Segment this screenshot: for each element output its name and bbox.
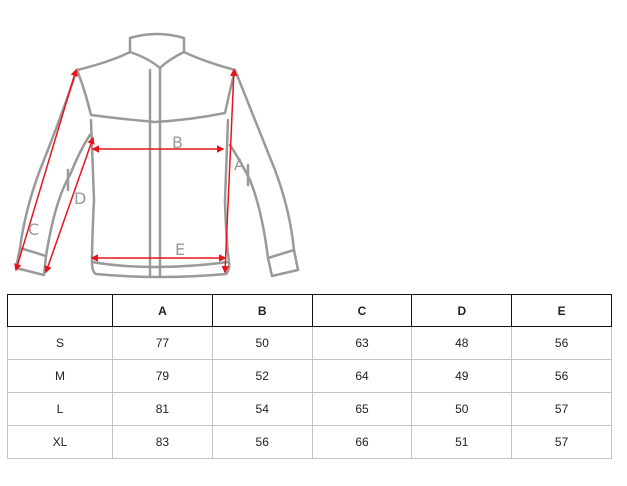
measurement-cell: 54 <box>211 392 313 426</box>
measurement-cell: 52 <box>211 359 313 393</box>
label-d: D <box>74 189 86 208</box>
measurement-cell: 57 <box>511 392 612 426</box>
header-cell: E <box>511 294 612 327</box>
measurement-cell: 63 <box>311 326 413 360</box>
measurement-cell: 50 <box>211 326 313 360</box>
header-cell: B <box>211 294 313 327</box>
label-e: E <box>175 240 185 259</box>
header-cell <box>7 294 113 327</box>
label-c: C <box>28 220 39 239</box>
table-row: M 79 52 64 49 56 <box>7 359 612 393</box>
table-row: S 77 50 63 48 56 <box>7 326 612 360</box>
label-a: A <box>234 155 245 174</box>
measurement-cell: 79 <box>112 359 213 393</box>
measurement-arrows <box>14 68 238 274</box>
header-cell: C <box>311 294 413 327</box>
measurement-cell: 57 <box>511 425 612 459</box>
arrow-a <box>221 68 238 274</box>
measurement-cell: 56 <box>211 425 313 459</box>
jacket-outline <box>14 32 300 279</box>
header-cell: A <box>112 294 213 327</box>
measurement-cell: 66 <box>311 425 413 459</box>
size-cell: L <box>7 392 113 426</box>
table-header-row: A B C D E <box>7 294 612 327</box>
measurement-cell: 49 <box>411 359 513 393</box>
measurement-cell: 81 <box>112 392 213 426</box>
size-cell: S <box>7 326 113 360</box>
measurement-cell: 56 <box>511 359 612 393</box>
size-cell: XL <box>7 425 113 459</box>
jacket-diagram: A B C D E <box>14 32 300 279</box>
arrow-d <box>44 136 95 274</box>
measurement-cell: 48 <box>411 326 513 360</box>
measurement-cell: 50 <box>411 392 513 426</box>
measurement-cell: 64 <box>311 359 413 393</box>
size-table: A B C D E S 77 50 63 48 56 M 79 52 64 49 56 L 81 54 65 5… <box>7 294 612 459</box>
measurement-cell: 77 <box>112 326 213 360</box>
measurement-cell: 65 <box>311 392 413 426</box>
measurement-cell: 83 <box>112 425 213 459</box>
table-row: XL 83 56 66 51 57 <box>7 425 612 459</box>
measurement-cell: 51 <box>411 425 513 459</box>
size-cell: M <box>7 359 113 393</box>
label-b: B <box>172 133 183 152</box>
measurement-cell: 56 <box>511 326 612 360</box>
header-cell: D <box>411 294 513 327</box>
table-row: L 81 54 65 50 57 <box>7 392 612 426</box>
